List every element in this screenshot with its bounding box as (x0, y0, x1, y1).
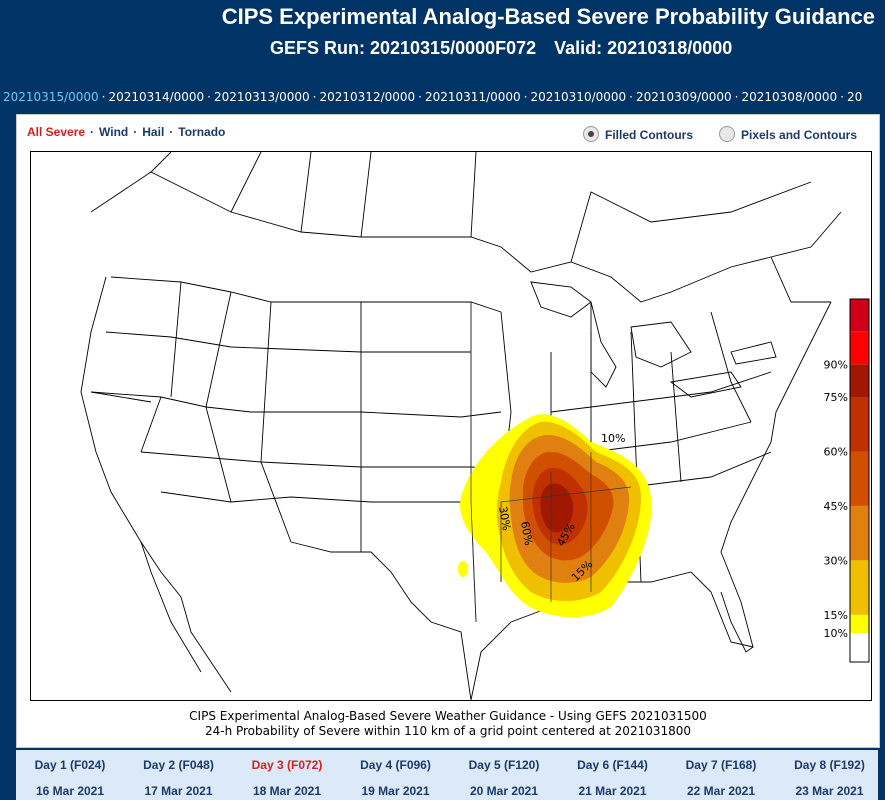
day-date: 23 Mar 2021 (795, 784, 864, 798)
day-link-1[interactable]: Day 1 (F024) 16 Mar 2021 (16, 750, 124, 798)
contour-label: 60% (518, 520, 535, 546)
map-caption: CIPS Experimental Analog-Based Severe We… (17, 709, 879, 739)
separator-dot: · (523, 90, 528, 104)
contour-label: 30% (496, 505, 513, 531)
contour-isolated (458, 561, 468, 577)
day-label[interactable]: Day 6 (F144) (577, 758, 648, 772)
colorbar-label: 90% (824, 358, 848, 371)
separator-dot: · (418, 90, 422, 104)
run-link[interactable]: 20210308/0000 (741, 90, 838, 104)
run-link[interactable]: 20210310/0000 (530, 90, 627, 104)
colorbar-segment (850, 614, 869, 633)
run-link[interactable]: 20210311/0000 (425, 90, 521, 104)
colorbar-label: 15% (824, 609, 848, 622)
colorbar-segment (850, 397, 869, 452)
run-link[interactable]: 20210315/0000 (3, 90, 99, 104)
day-date: 19 Mar 2021 (361, 784, 430, 798)
map-boundaries (80, 152, 842, 700)
day-date: 17 Mar 2021 (144, 784, 213, 798)
separator-dot: · (734, 90, 739, 104)
separator-dot: · (629, 90, 633, 104)
day-link-6[interactable]: Day 6 (F144) 21 Mar 2021 (559, 750, 667, 798)
run-link[interactable]: 20210309/0000 (636, 90, 732, 104)
run-link[interactable]: 20 (847, 90, 863, 104)
separator-dot: · (840, 90, 844, 104)
day-label[interactable]: Day 1 (F024) (34, 758, 106, 772)
colorbar: 90% 75% 60% 45% 30% 15% 10% (824, 298, 870, 663)
caption-line-1: CIPS Experimental Analog-Based Severe We… (189, 709, 707, 723)
day-link-8[interactable]: Day 8 (F192) 23 Mar 2021 (776, 750, 884, 798)
day-label[interactable]: Day 2 (F048) (143, 758, 214, 772)
day-date: 18 Mar 2021 (252, 784, 322, 798)
hazard-link-hail[interactable]: Hail (142, 125, 165, 139)
page-title: CIPS Experimental Analog-Based Severe Pr… (221, 4, 875, 29)
separator-dot: · (133, 125, 138, 139)
day-link-7[interactable]: Day 7 (F168) 22 Mar 2021 (667, 750, 775, 798)
day-link-4[interactable]: Day 4 (F096) 19 Mar 2021 (342, 750, 450, 798)
contour-75 (540, 483, 574, 533)
colorbar-segment (850, 451, 869, 506)
separator-dot: · (312, 90, 317, 104)
run-link[interactable]: 20210313/0000 (214, 90, 310, 104)
day-date: 21 Mar 2021 (578, 784, 647, 798)
colorbar-segment (850, 364, 869, 398)
separator-dot: · (90, 125, 95, 139)
day-date: 22 Mar 2021 (686, 784, 756, 798)
colorbar-segment (850, 505, 869, 561)
contour-label: 10% (601, 432, 625, 445)
hazard-selector: All Severe · Wind · Hail · Tornado (27, 125, 225, 139)
colorbar-label: 10% (824, 627, 848, 640)
run-info: GEFS Run: 20210315/0000F072 Valid: 202103… (270, 38, 732, 59)
colorbar-segment (850, 632, 869, 662)
day-selector: Day 1 (F024) 16 Mar 2021 Day 2 (F048) 17 Ma… (16, 750, 878, 800)
day-label[interactable]: Day 5 (F120) (468, 758, 540, 772)
map-panel: All Severe · Wind · Hail · Tornado Filled Cont… (16, 114, 880, 748)
colorbar-segment (850, 331, 869, 365)
day-label[interactable]: Day 3 (F072) (251, 758, 323, 772)
hazard-link-all-severe[interactable]: All Severe (27, 125, 86, 139)
hazard-link-tornado[interactable]: Tornado (178, 125, 226, 139)
probability-contours (458, 302, 652, 623)
separator-dot: · (169, 125, 174, 139)
colorbar-label: 45% (824, 500, 848, 513)
day-label[interactable]: Day 8 (F192) (794, 758, 865, 772)
separator-dot: · (101, 90, 106, 104)
pixels-contours-label: Pixels and Contours (741, 128, 858, 142)
colorbar-segment (850, 299, 869, 332)
colorbar-segment (850, 560, 869, 615)
day-link-5[interactable]: Day 5 (F120) 20 Mar 2021 (450, 750, 558, 798)
valid-label: Valid: 20210318/0000 (554, 38, 733, 58)
run-label: GEFS Run: 20210315/0000F072 (270, 38, 537, 58)
filled-contours-label: Filled Contours (605, 128, 693, 142)
colorbar-border (849, 298, 870, 663)
radio-button-icon[interactable] (719, 126, 735, 142)
day-date: 16 Mar 2021 (35, 784, 105, 798)
run-link[interactable]: 20210312/0000 (319, 90, 416, 104)
day-label[interactable]: Day 4 (F096) (360, 758, 431, 772)
day-date: 20 Mar 2021 (469, 784, 539, 798)
day-label[interactable]: Day 7 (F168) (685, 758, 757, 772)
run-selector: 20210315/0000 · 20210314/0000 · 20210313/000… (0, 90, 885, 108)
map-svg: 10% 30% 60% 45% 15% 90% 75% 60% 45% 30% 15% 10… (80, 152, 870, 700)
pixels-contours-radio[interactable]: Pixels and Contours (719, 126, 857, 142)
run-link[interactable]: 20210314/0000 (108, 90, 205, 104)
caption-line-2: 24-h Probability of Severe within 110 km… (204, 724, 692, 738)
colorbar-label: 75% (824, 391, 848, 404)
filled-contours-radio[interactable]: Filled Contours (583, 126, 693, 142)
day-link-3[interactable]: Day 3 (F072) 18 Mar 2021 (233, 750, 341, 798)
radio-button-icon[interactable] (583, 126, 599, 142)
separator-dot: · (207, 90, 211, 104)
colorbar-label: 30% (824, 554, 848, 567)
page-header: CIPS Experimental Analog-Based Severe Pr… (0, 0, 885, 90)
hazard-link-wind[interactable]: Wind (99, 125, 129, 139)
colorbar-label: 60% (824, 445, 848, 458)
probability-map: 10% 30% 60% 45% 15% 90% 75% 60% 45% 30% 15% 10… (30, 151, 872, 701)
day-link-2[interactable]: Day 2 (F048) 17 Mar 2021 (125, 750, 233, 798)
